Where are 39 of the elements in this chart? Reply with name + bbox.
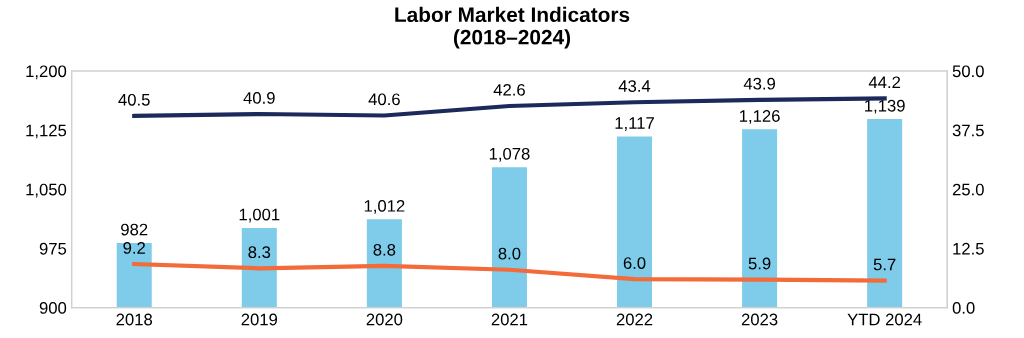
x-tick-label: 2023 [741, 313, 778, 326]
data-label: 8.3 [248, 246, 271, 259]
data-label: 5.9 [748, 257, 771, 270]
data-label: 6.0 [623, 257, 646, 269]
x-tick-label: 2022 [616, 313, 653, 326]
y2-tick-label: 25.0 [952, 183, 984, 196]
data-label: 40.6 [368, 93, 400, 106]
y-tick-label: 975 [39, 242, 67, 255]
data-label: 40.5 [118, 93, 150, 106]
data-label: 5.7 [873, 258, 896, 271]
y2-tick-label: 12.5 [953, 242, 984, 255]
y2-tick-label: 0.0 [952, 301, 975, 314]
y-tick-label: 1,050 [26, 183, 67, 198]
data-label: 9.2 [123, 242, 145, 254]
y-tick-label: 1,125 [26, 124, 67, 139]
data-label: 1,117 [615, 117, 654, 131]
data-label: 8.0 [498, 247, 521, 260]
y-tick-label: 900 [39, 301, 67, 314]
data-label: 8.8 [373, 243, 396, 256]
data-label: 1,139 [865, 99, 905, 114]
data-label: 982 [121, 223, 148, 236]
y2-tick-label: 37.5 [952, 124, 984, 137]
x-tick-label: 2019 [241, 313, 278, 326]
y-tick-label: 1,200 [26, 65, 67, 80]
data-label: 42.6 [493, 83, 525, 96]
data-label: 1,126 [740, 110, 780, 124]
data-label: 1,012 [364, 199, 405, 214]
data-label: 43.9 [743, 77, 776, 90]
data-label: 44.2 [868, 76, 901, 89]
x-tick-label: 2020 [366, 313, 403, 326]
data-label: 43.4 [618, 80, 651, 92]
chart-title: Labor Market Indicators (2018–2024) [395, 6, 630, 49]
x-tick-label: YTD 2024 [847, 313, 922, 326]
x-tick-label: 2018 [116, 313, 153, 326]
y2-tick-label: 50.0 [952, 65, 984, 78]
data-label: 1,078 [489, 147, 530, 162]
data-label: 40.9 [243, 92, 275, 104]
data-label: 1,001 [239, 208, 280, 223]
x-tick-label: 2021 [491, 313, 528, 326]
